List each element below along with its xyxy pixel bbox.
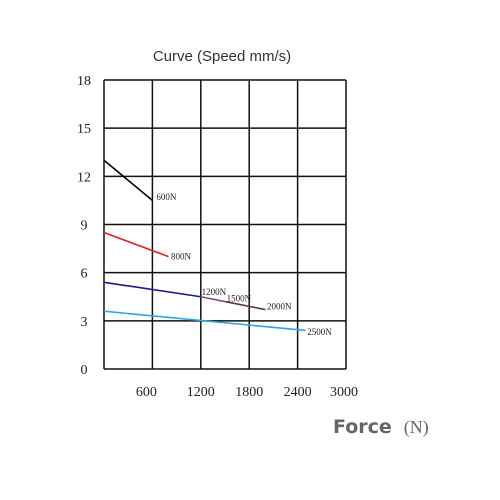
series-label-1200n: 1200N <box>202 287 227 297</box>
series-line-600n <box>103 159 153 202</box>
x-tick-label: 1200 <box>187 385 215 400</box>
y-tick-label: 12 <box>77 170 91 185</box>
series-label-800n: 800N <box>171 252 192 262</box>
series-label-2000n: 2000N <box>267 301 292 311</box>
series-group <box>103 159 306 332</box>
series-line-2000n <box>224 300 266 311</box>
x-tick-label: 3000 <box>330 385 358 400</box>
x-axis-label-unit: (N) <box>404 417 429 438</box>
x-axis-label: Force (N) <box>333 416 429 438</box>
y-tick-label: 18 <box>77 74 91 89</box>
series-line-1500n <box>200 295 226 303</box>
y-tick-label: 9 <box>81 219 88 234</box>
series-label-1500n: 1500N <box>227 293 252 303</box>
tick-labels: 0 3 6 9 12 15 18 600 1200 1800 2400 3000 <box>77 74 358 400</box>
x-tick-label: 2400 <box>284 385 312 400</box>
series-line-1200n <box>103 281 201 298</box>
y-tick-label: 15 <box>77 122 91 137</box>
y-tick-label: 6 <box>81 267 88 282</box>
grid <box>103 79 347 370</box>
series-label-2500n: 2500N <box>307 327 332 337</box>
y-tick-label: 3 <box>81 315 88 330</box>
series-line-800n <box>103 231 169 258</box>
chart-title: Curve (Speed mm/s) <box>153 48 291 65</box>
y-tick-label: 0 <box>81 363 88 378</box>
x-tick-label: 600 <box>136 385 157 400</box>
series-line-2500n <box>103 310 306 332</box>
x-axis-label-name: Force <box>333 416 392 438</box>
series-label-600n: 600N <box>156 192 177 202</box>
x-tick-label: 1800 <box>235 385 263 400</box>
